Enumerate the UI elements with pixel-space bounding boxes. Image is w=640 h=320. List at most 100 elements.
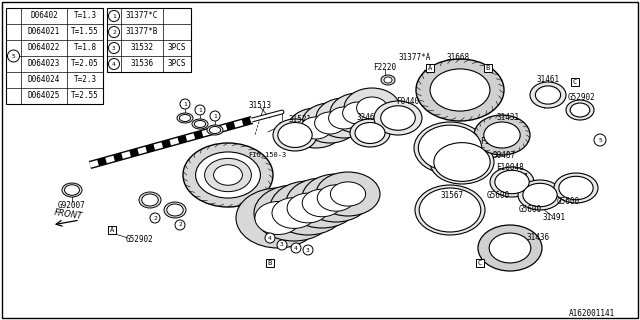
Text: G92007: G92007 [58,201,86,210]
Ellipse shape [381,75,395,85]
Circle shape [150,213,160,223]
Text: D06402: D06402 [30,12,58,20]
Text: F10047: F10047 [500,173,528,182]
Ellipse shape [278,123,312,148]
Ellipse shape [414,122,486,174]
Ellipse shape [207,125,223,135]
Ellipse shape [478,225,542,271]
Text: 31536: 31536 [131,60,154,68]
Ellipse shape [209,126,221,133]
Ellipse shape [301,117,332,139]
Ellipse shape [570,103,590,117]
Ellipse shape [350,119,390,147]
Ellipse shape [356,97,387,119]
Ellipse shape [288,108,344,148]
Circle shape [291,243,301,253]
Ellipse shape [214,165,243,185]
Bar [6,8,103,104]
Text: G5600: G5600 [556,197,580,206]
Text: F10048: F10048 [496,164,524,172]
Ellipse shape [489,233,531,263]
Ellipse shape [530,82,566,108]
Text: 1: 1 [213,114,217,118]
Text: FIG.150-3: FIG.150-3 [248,152,286,158]
Ellipse shape [566,100,594,120]
Text: 1: 1 [183,101,187,107]
Circle shape [277,240,287,250]
Text: 31431: 31431 [497,114,520,123]
Circle shape [109,43,120,53]
Text: 5: 5 [12,53,15,59]
Ellipse shape [179,115,191,122]
Ellipse shape [205,158,252,192]
Ellipse shape [518,180,562,210]
Bar [476,259,484,267]
Ellipse shape [554,173,598,203]
Text: A162001141: A162001141 [569,308,615,317]
Ellipse shape [65,185,79,195]
Text: 3: 3 [112,45,116,51]
Bar [571,78,579,86]
Circle shape [8,50,19,62]
Text: 32464: 32464 [356,113,380,122]
Ellipse shape [141,194,158,206]
Text: 2: 2 [153,215,157,220]
Ellipse shape [196,152,260,198]
Text: 31377*A: 31377*A [399,52,431,61]
Text: B: B [268,260,272,266]
Circle shape [109,11,120,21]
Text: 1: 1 [198,108,202,113]
Ellipse shape [254,185,334,241]
Ellipse shape [192,119,208,129]
Bar [108,226,116,234]
Text: 5: 5 [598,138,602,142]
Ellipse shape [474,115,530,155]
Text: 4: 4 [112,61,116,67]
Text: A: A [428,65,432,71]
Text: G52902: G52902 [568,92,596,101]
Text: T=2.05: T=2.05 [71,60,99,68]
Text: 31377*B: 31377*B [126,28,158,36]
Text: G5600: G5600 [486,191,509,201]
Ellipse shape [316,98,372,138]
Ellipse shape [273,119,317,151]
Ellipse shape [536,86,561,104]
Text: FRONT: FRONT [53,209,83,221]
Ellipse shape [287,193,329,223]
Ellipse shape [255,202,301,235]
Text: D064022: D064022 [28,44,60,52]
Circle shape [109,59,120,69]
Text: F0440: F0440 [396,98,420,107]
Bar [426,64,434,72]
Ellipse shape [415,185,485,235]
Circle shape [594,134,606,146]
Text: D064025: D064025 [28,92,60,100]
Ellipse shape [286,178,358,228]
Text: 31668: 31668 [447,52,470,61]
Ellipse shape [62,183,82,197]
Text: G5600: G5600 [518,205,541,214]
Ellipse shape [302,103,358,143]
Text: C: C [573,79,577,85]
Ellipse shape [139,192,161,208]
Text: T=1.55: T=1.55 [71,28,99,36]
Text: 2: 2 [112,29,116,35]
Ellipse shape [430,69,490,111]
Text: C: C [478,260,482,266]
Circle shape [265,233,275,243]
Circle shape [303,245,313,255]
Ellipse shape [384,77,392,83]
Ellipse shape [177,113,193,123]
Ellipse shape [195,121,205,127]
Text: 4: 4 [268,236,272,241]
Text: B: B [486,65,490,71]
Ellipse shape [315,112,346,134]
Ellipse shape [167,204,183,216]
Bar [484,64,492,72]
Circle shape [210,111,220,121]
Ellipse shape [374,101,422,135]
Text: 3: 3 [280,243,284,247]
Ellipse shape [416,59,504,121]
Ellipse shape [302,189,342,217]
Ellipse shape [495,170,529,194]
